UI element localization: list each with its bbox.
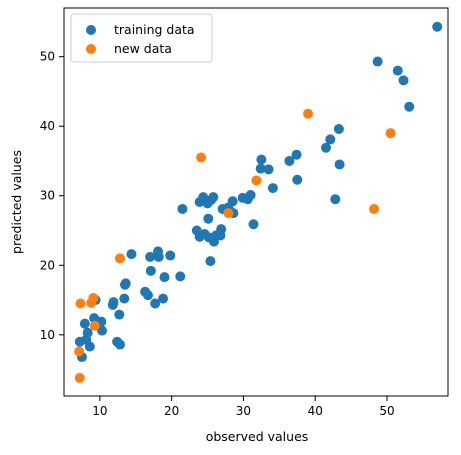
point-training-data	[205, 256, 216, 267]
point-training-data	[248, 219, 259, 230]
point-training-data	[79, 318, 90, 329]
point-training-data	[263, 164, 274, 175]
point-new-data	[303, 108, 314, 119]
point-new-data	[223, 208, 234, 219]
x-tick-label: 10	[92, 404, 107, 418]
point-training-data	[325, 134, 336, 145]
point-training-data	[203, 213, 214, 224]
point-training-data	[177, 203, 188, 214]
point-new-data	[75, 298, 86, 309]
point-training-data	[114, 339, 125, 350]
point-new-data	[369, 203, 380, 214]
y-tick-label: 10	[40, 328, 55, 342]
point-training-data	[292, 174, 303, 185]
point-training-data	[392, 65, 403, 76]
point-training-data	[142, 290, 153, 301]
plot-background	[64, 8, 448, 396]
x-axis-label: observed values	[206, 429, 309, 444]
axis-ticks: 10 20 30 40 50 10 20 30 40 50	[40, 50, 395, 418]
point-training-data	[255, 163, 266, 174]
x-tick-label: 50	[379, 404, 394, 418]
point-training-data	[404, 101, 415, 112]
point-new-data	[196, 152, 207, 163]
x-tick-label: 30	[236, 404, 251, 418]
point-training-data	[320, 142, 331, 153]
y-tick-label: 30	[40, 189, 55, 203]
point-training-data	[153, 251, 164, 262]
point-training-data	[256, 154, 267, 165]
y-tick-label: 40	[40, 119, 55, 133]
legend-label-new-data: new data	[114, 41, 172, 56]
point-training-data	[291, 149, 302, 160]
point-training-data	[120, 278, 131, 289]
point-training-data	[108, 297, 119, 308]
point-new-data	[88, 292, 99, 303]
point-training-data	[82, 327, 93, 338]
point-new-data	[89, 320, 100, 331]
point-training-data	[330, 194, 341, 205]
point-training-data	[126, 249, 137, 260]
point-training-data	[284, 155, 295, 166]
point-training-data	[145, 251, 156, 262]
point-training-data	[119, 293, 130, 304]
point-training-data	[398, 75, 409, 86]
y-tick-label: 20	[40, 258, 55, 272]
point-training-data	[150, 298, 161, 309]
point-training-data	[97, 325, 108, 336]
legend: training data new data	[70, 13, 213, 63]
legend-box	[70, 13, 213, 63]
point-training-data	[84, 341, 95, 352]
point-training-data	[145, 265, 156, 276]
point-new-data	[74, 346, 85, 357]
point-training-data	[372, 56, 383, 67]
point-training-data	[334, 159, 345, 170]
point-training-data	[114, 309, 125, 320]
point-training-data	[432, 21, 443, 32]
y-axis-label: predicted values	[9, 150, 24, 254]
point-new-data	[251, 175, 262, 186]
point-training-data	[158, 293, 169, 304]
data-points	[74, 21, 443, 383]
point-training-data	[216, 224, 227, 235]
point-new-data	[114, 253, 125, 264]
point-training-data	[333, 123, 344, 134]
point-training-data	[227, 196, 238, 207]
point-new-data	[385, 128, 396, 139]
x-tick-label: 20	[164, 404, 179, 418]
x-tick-label: 40	[308, 404, 323, 418]
point-training-data	[165, 250, 176, 261]
point-training-data	[267, 183, 278, 194]
point-training-data	[159, 272, 170, 283]
plot-frame	[63, 7, 449, 397]
y-tick-label: 50	[40, 50, 55, 64]
legend-marker-training-data	[86, 25, 96, 35]
point-new-data	[74, 372, 85, 383]
legend-label-training-data: training data	[114, 22, 195, 37]
point-training-data	[245, 190, 256, 201]
legend-marker-new-data	[86, 44, 96, 54]
point-training-data	[175, 271, 186, 282]
point-training-data	[208, 192, 219, 203]
